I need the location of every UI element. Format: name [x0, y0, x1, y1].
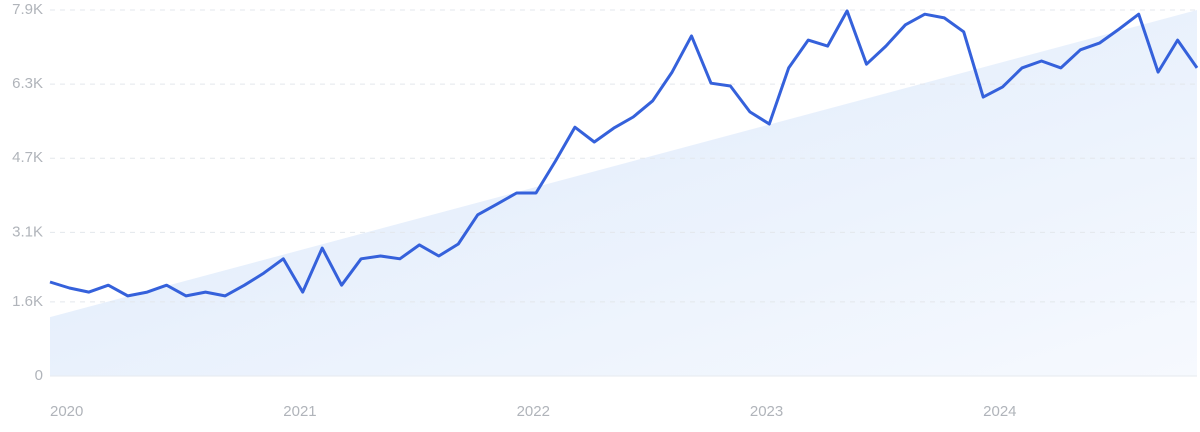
x-tick-label: 2023: [750, 403, 783, 420]
trend-area: [50, 10, 1197, 376]
y-tick-label: 1.6K: [12, 293, 43, 310]
y-tick-label: 3.1K: [12, 223, 43, 240]
data-line: [49, 9, 1199, 298]
y-tick-label: 7.9K: [12, 1, 43, 18]
x-tick-label: 2022: [517, 403, 550, 420]
y-tick-label: 0: [35, 367, 43, 384]
x-tick-label: 2020: [50, 403, 83, 420]
y-tick-label: 4.7K: [12, 149, 43, 166]
x-tick-label: 2024: [983, 403, 1016, 420]
y-tick-label: 6.3K: [12, 75, 43, 92]
x-tick-label: 2021: [283, 403, 316, 420]
